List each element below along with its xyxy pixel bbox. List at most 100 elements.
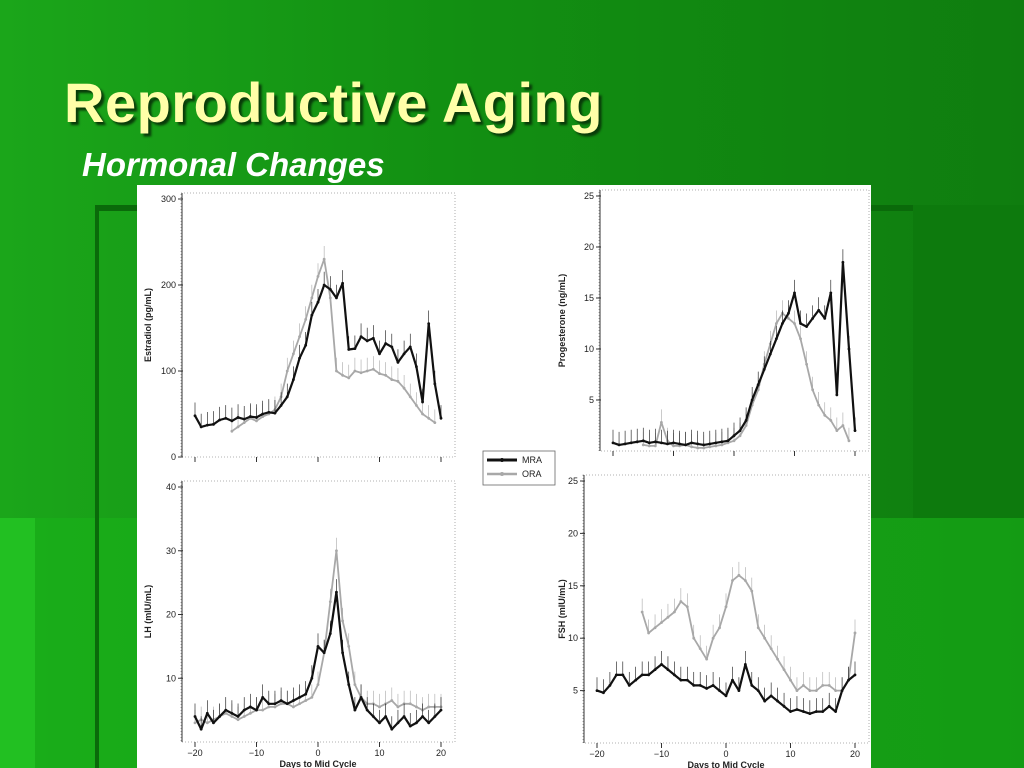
data-point-mra bbox=[720, 440, 724, 444]
data-point-mra bbox=[236, 715, 240, 718]
data-point-mra bbox=[647, 441, 651, 445]
legend-marker-ora bbox=[500, 472, 504, 476]
data-point-ora bbox=[384, 373, 388, 377]
data-point-mra bbox=[193, 414, 197, 418]
data-point-mra bbox=[421, 715, 424, 718]
data-point-mra bbox=[279, 404, 283, 407]
x-tick-label: −10 bbox=[654, 749, 669, 759]
data-point-mra bbox=[292, 699, 295, 702]
y-tick-label: 200 bbox=[161, 280, 176, 290]
legend-label-ora: ORA bbox=[522, 469, 542, 479]
data-point-ora bbox=[427, 416, 431, 420]
plot-frame bbox=[180, 480, 456, 743]
data-point-ora bbox=[193, 721, 197, 725]
data-point-mra bbox=[236, 416, 240, 419]
data-point-mra bbox=[731, 678, 734, 682]
data-point-ora bbox=[647, 631, 650, 635]
y-axis-label: LH (mIU/mL) bbox=[143, 585, 153, 639]
data-point-mra bbox=[248, 415, 252, 418]
x-tick-label: −20 bbox=[589, 749, 604, 759]
data-point-mra bbox=[726, 439, 730, 443]
data-point-mra bbox=[847, 678, 850, 682]
data-point-mra bbox=[627, 683, 631, 687]
data-point-mra bbox=[653, 668, 657, 672]
data-point-mra bbox=[814, 710, 818, 713]
data-point-mra bbox=[427, 721, 431, 725]
data-point-mra bbox=[805, 325, 808, 328]
data-point-mra bbox=[840, 689, 844, 692]
data-point-mra bbox=[384, 715, 388, 718]
data-point-mra bbox=[267, 702, 271, 706]
data-point-mra bbox=[359, 695, 363, 699]
data-point-ora bbox=[433, 421, 437, 424]
data-point-mra bbox=[611, 441, 615, 445]
data-point-mra bbox=[427, 322, 431, 326]
data-point-ora bbox=[711, 636, 715, 640]
data-point-ora bbox=[724, 605, 728, 609]
data-point-mra bbox=[415, 365, 418, 369]
data-point-mra bbox=[608, 683, 612, 687]
data-point-mra bbox=[769, 694, 773, 698]
data-point-ora bbox=[653, 444, 657, 448]
data-point-mra bbox=[653, 440, 657, 444]
data-point-mra bbox=[328, 287, 332, 291]
y-tick-label: 30 bbox=[166, 546, 176, 556]
data-point-ora bbox=[279, 702, 283, 706]
data-point-ora bbox=[415, 404, 418, 407]
data-point-mra bbox=[698, 683, 702, 687]
data-point-mra bbox=[242, 708, 246, 712]
data-point-ora bbox=[347, 644, 351, 648]
data-point-ora bbox=[702, 446, 706, 450]
data-point-ora bbox=[814, 689, 818, 692]
legend: MRA ORA bbox=[482, 450, 556, 486]
chart-panel-3: 10 20 30 40 −20 −10 0 10 20 LH (mIU/mL) Days to Mi… bbox=[143, 480, 456, 768]
data-point-mra bbox=[439, 708, 443, 712]
y-tick-label: 15 bbox=[584, 293, 594, 303]
data-point-mra bbox=[328, 632, 332, 636]
data-point-ora bbox=[310, 296, 314, 300]
data-point-mra bbox=[705, 687, 709, 690]
data-point-ora bbox=[285, 369, 289, 373]
data-point-mra bbox=[738, 429, 742, 432]
data-point-mra bbox=[672, 441, 675, 445]
data-point-ora bbox=[647, 444, 651, 448]
data-point-ora bbox=[292, 705, 295, 709]
y-tick-label: 5 bbox=[589, 395, 594, 405]
data-point-ora bbox=[396, 379, 400, 383]
data-point-ora bbox=[731, 579, 734, 582]
data-point-ora bbox=[248, 711, 252, 715]
data-point-mra bbox=[365, 339, 369, 343]
data-point-ora bbox=[292, 352, 295, 356]
data-point-ora bbox=[230, 715, 234, 718]
data-point-ora bbox=[304, 318, 308, 321]
y-tick-label: 20 bbox=[568, 528, 578, 538]
data-point-ora bbox=[415, 705, 418, 709]
y-tick-label: 5 bbox=[573, 686, 578, 696]
data-point-mra bbox=[433, 715, 437, 718]
data-point-ora bbox=[714, 444, 718, 448]
data-point-ora bbox=[823, 413, 827, 417]
data-point-ora bbox=[726, 441, 730, 445]
data-point-mra bbox=[408, 724, 412, 728]
data-point-mra bbox=[402, 715, 406, 718]
data-point-mra bbox=[821, 710, 825, 713]
data-point-ora bbox=[653, 626, 657, 630]
data-point-ora bbox=[359, 371, 363, 375]
data-point-ora bbox=[390, 378, 394, 381]
data-point-mra bbox=[679, 678, 683, 682]
background-decoration bbox=[913, 205, 1024, 518]
data-point-mra bbox=[371, 715, 375, 718]
data-point-ora bbox=[692, 636, 696, 640]
data-point-mra bbox=[774, 337, 778, 341]
data-point-mra bbox=[322, 651, 326, 655]
data-point-ora bbox=[743, 579, 747, 582]
data-point-ora bbox=[341, 619, 344, 623]
data-point-mra bbox=[847, 347, 851, 351]
y-tick-label: 20 bbox=[166, 610, 176, 620]
data-point-mra bbox=[634, 678, 638, 682]
data-point-mra bbox=[292, 378, 295, 381]
data-point-mra bbox=[835, 393, 839, 397]
data-point-mra bbox=[316, 644, 320, 648]
data-point-mra bbox=[390, 727, 394, 731]
data-point-ora bbox=[720, 443, 724, 447]
